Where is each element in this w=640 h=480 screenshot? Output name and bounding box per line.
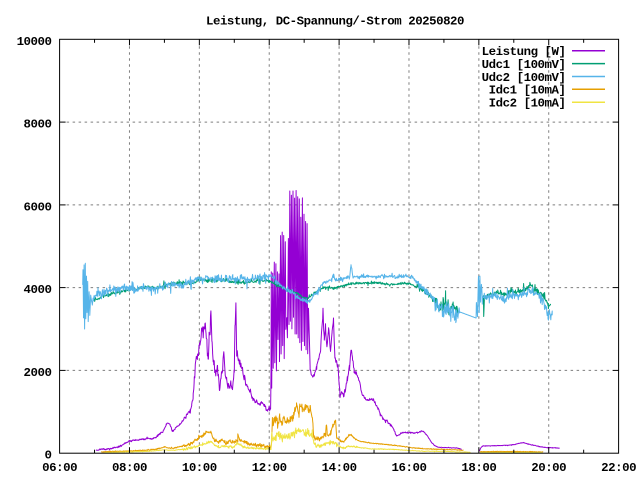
svg-text:18:00: 18:00 xyxy=(461,461,496,475)
svg-text:20:00: 20:00 xyxy=(531,461,566,475)
svg-text:6000: 6000 xyxy=(24,200,52,214)
svg-text:10000: 10000 xyxy=(17,35,52,49)
svg-text:10:00: 10:00 xyxy=(182,461,217,475)
svg-text:08:00: 08:00 xyxy=(112,461,147,475)
svg-text:22:00: 22:00 xyxy=(601,461,636,475)
svg-text:06:00: 06:00 xyxy=(42,461,77,475)
svg-text:Idc1 [10mA]: Idc1 [10mA] xyxy=(489,84,566,98)
svg-text:16:00: 16:00 xyxy=(392,461,427,475)
svg-text:Leistung [W]: Leistung [W] xyxy=(482,45,566,59)
svg-text:Idc2 [10mA]: Idc2 [10mA] xyxy=(489,97,566,111)
svg-text:0: 0 xyxy=(45,449,52,463)
svg-text:Udc1 [100mV]: Udc1 [100mV] xyxy=(482,58,566,72)
svg-text:2000: 2000 xyxy=(24,366,52,380)
svg-text:14:00: 14:00 xyxy=(322,461,357,475)
svg-text:8000: 8000 xyxy=(24,118,52,132)
svg-text:12:00: 12:00 xyxy=(252,461,287,475)
svg-text:4000: 4000 xyxy=(24,283,52,297)
svg-text:Leistung, DC-Spannung/-Strom 2: Leistung, DC-Spannung/-Strom 20250820 xyxy=(206,14,464,28)
svg-text:Udc2 [100mV]: Udc2 [100mV] xyxy=(482,71,566,85)
